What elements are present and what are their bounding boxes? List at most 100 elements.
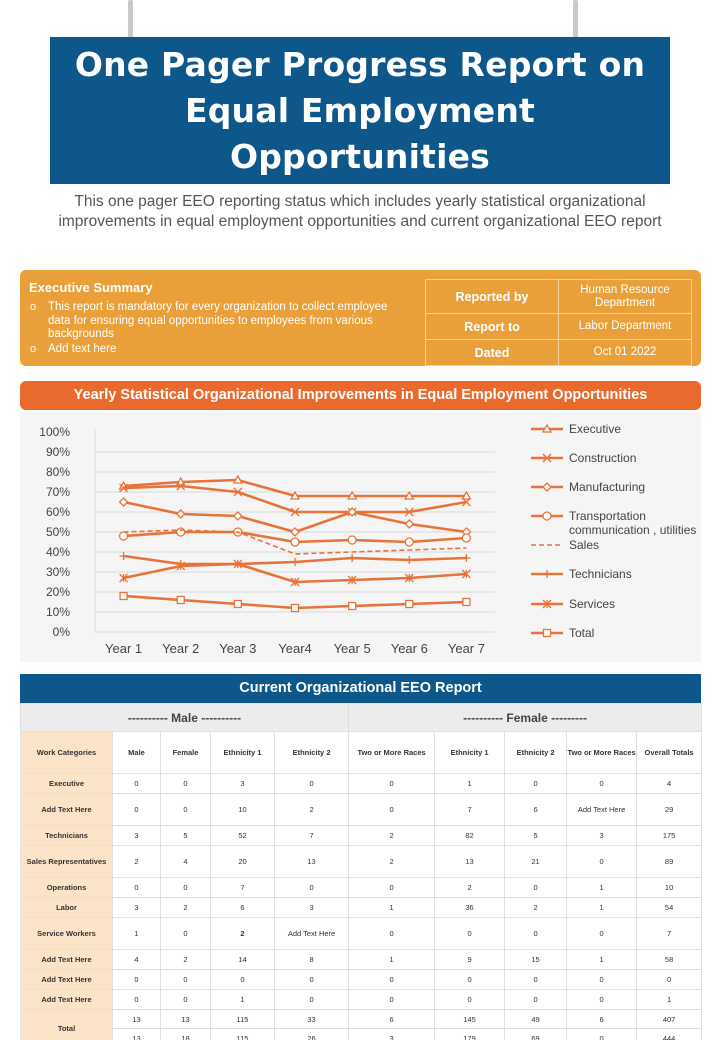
data-point [405,599,414,609]
eeo-column-header: Ethnicity 1 [210,731,275,774]
x-tick-label: Year 2 [162,641,199,656]
work-category-cell: Service Workers [20,917,113,950]
executive-summary-bullet: Add text here [30,343,410,357]
data-point-stroke [290,507,300,517]
table-cell: 4 [160,845,211,878]
title-banner: One Pager Progress Report on Equal Emplo… [50,37,670,184]
table-cell: 82 [434,825,506,846]
table-cell: 1 [348,897,436,918]
data-point [348,554,357,562]
legend-marker [542,511,552,521]
dated-label: Dated [425,339,559,366]
subtitle-line2: improvements in equal employment opportu… [58,213,662,230]
table-cell: 2 [348,825,436,846]
male-group-header: ---------- Male ---------- [19,703,350,732]
table-cell: 0 [566,845,638,878]
table-cell: 0 [348,989,436,1010]
legend-marker [542,599,552,609]
data-point-shape [462,597,471,607]
table-cell: 1 [636,989,703,1010]
table-cell: 1 [434,773,506,794]
data-point [290,527,300,537]
table-cell: 10 [210,793,275,826]
data-point [118,531,129,541]
data-point-shape [461,533,472,543]
legend-label: Technicians [569,567,632,581]
table-cell: 1 [348,949,436,970]
report-detail-row: Dated Oct 01 2022 [425,339,692,366]
total-cell: 179 [434,1028,506,1040]
eeo-column-header: Ethnicity 1 [434,731,506,774]
x-tick-label: Year 1 [105,641,142,656]
table-cell: 0 [160,917,211,950]
data-point [404,573,414,583]
table-cell: Add Text Here [273,917,350,950]
total-label-cell: Total [20,1009,113,1040]
work-category-cell: Sales Representatives [20,845,113,878]
data-point-shape [289,490,301,500]
data-point [176,595,185,605]
page-title-line1: One Pager Progress Report on [74,44,646,84]
data-point-shape [175,509,186,519]
table-cell: 13 [273,845,350,878]
y-tick-label: 50% [46,525,70,539]
x-tick-label: Year 5 [334,641,371,656]
x-tick-label: Year 7 [448,641,485,656]
data-point [119,552,128,560]
data-point-shape [405,599,414,609]
x-tick-label: Year4 [278,641,312,656]
data-point [290,537,300,547]
table-cell: 0 [112,989,161,1010]
data-point-shape [290,603,300,613]
table-cell: 3 [112,825,161,846]
table-cell: 0 [504,877,568,898]
table-cell: Add Text Here [566,793,638,826]
executive-summary-list: This report is mandatory for every organ… [30,301,410,357]
page-title-line2: Equal Employment Opportunities [184,90,535,176]
legend-marker [542,482,552,492]
work-category-cell: Operations [20,877,113,898]
data-point [118,497,129,507]
table-cell: 3 [210,773,275,794]
data-point-shape [119,591,128,601]
legend-label-line: communication , utilities [569,523,696,537]
eeo-report-table: ---------- Male ---------- ---------- Fe… [19,703,703,1040]
legend-label: Manufacturing [569,480,645,494]
legend-marker [542,453,552,463]
table-cell: 0 [636,969,703,990]
data-point-shape [404,519,415,529]
legend-marker [542,628,552,638]
line-chart: 0% 10% 20% 30% 40% 50% 60% 70% 80% 90% 100% Year 1 Y… [39,422,696,656]
table-cell: 0 [566,917,638,950]
data-point-shape [404,537,414,547]
table-cell: 2 [434,877,506,898]
legend-marker-stroke [542,453,552,463]
legend-label: Transportation communication , utilities [569,509,696,537]
work-category-cell: Add Text Here [20,969,113,990]
total-cell: 13 [112,1009,161,1029]
data-point [347,601,357,611]
table-cell: 0 [434,969,506,990]
table-row: Add Text Here 0 0 0 0 0 0 0 0 0 [20,969,703,990]
table-cell: 0 [434,917,506,950]
table-cell: 7 [434,793,506,826]
eeo-column-header: Ethnicity 2 [504,731,568,774]
data-point [176,481,186,491]
data-point-shape [290,527,300,537]
eeo-column-header: Two or More Races [566,731,638,774]
table-cell: 0 [112,877,161,898]
table-cell: 52 [210,825,275,846]
data-point [291,558,299,566]
data-point [461,490,472,500]
total-cell: 407 [636,1009,703,1029]
data-point [233,599,243,609]
table-cell: 2 [112,845,161,878]
eeo-column-header: Male [112,731,161,774]
legend-label-line: Transportation [569,509,646,523]
total-cell: 115 [210,1009,275,1029]
data-point [290,507,300,517]
table-cell: 7 [636,917,703,950]
table-cell: 9 [434,949,506,970]
page-title: One Pager Progress Report on Equal Emplo… [50,42,670,180]
data-point-shape [347,601,357,611]
